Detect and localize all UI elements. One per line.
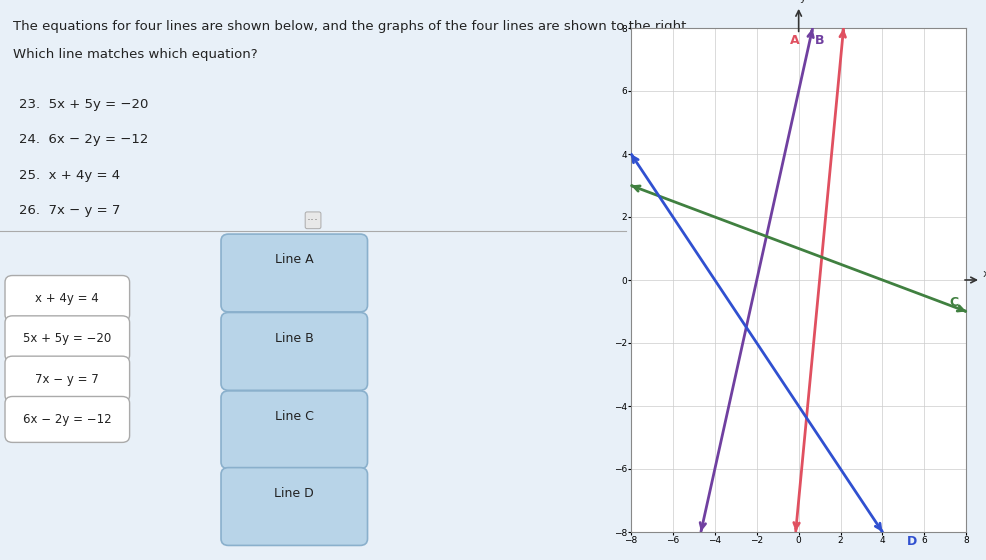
Text: C: C: [950, 296, 958, 309]
Text: 7x − y = 7: 7x − y = 7: [35, 372, 100, 386]
Text: D: D: [907, 535, 917, 548]
FancyBboxPatch shape: [221, 468, 368, 545]
Text: B: B: [814, 34, 824, 47]
Text: Line B: Line B: [275, 332, 314, 344]
Text: 5x + 5y = −20: 5x + 5y = −20: [24, 332, 111, 346]
FancyBboxPatch shape: [221, 312, 368, 390]
Text: 24.  6x − 2y = −12: 24. 6x − 2y = −12: [19, 133, 148, 146]
FancyBboxPatch shape: [5, 276, 129, 321]
Text: y: y: [800, 0, 807, 3]
Text: Line C: Line C: [275, 410, 314, 423]
Text: Line A: Line A: [275, 253, 314, 266]
Text: 23.  5x + 5y = −20: 23. 5x + 5y = −20: [19, 98, 148, 111]
FancyBboxPatch shape: [221, 391, 368, 469]
Text: A: A: [790, 34, 800, 47]
FancyBboxPatch shape: [5, 396, 129, 442]
Text: Line D: Line D: [274, 487, 315, 500]
Text: x + 4y = 4: x + 4y = 4: [35, 292, 100, 305]
FancyBboxPatch shape: [5, 316, 129, 362]
Text: 25.  x + 4y = 4: 25. x + 4y = 4: [19, 169, 120, 181]
Text: 26.  7x − y = 7: 26. 7x − y = 7: [19, 204, 120, 217]
Text: x: x: [983, 269, 986, 279]
Text: ···: ···: [307, 214, 319, 227]
FancyBboxPatch shape: [5, 356, 129, 402]
Text: 6x − 2y = −12: 6x − 2y = −12: [23, 413, 111, 426]
Text: Which line matches which equation?: Which line matches which equation?: [13, 48, 257, 60]
FancyBboxPatch shape: [221, 234, 368, 312]
Text: The equations for four lines are shown below, and the graphs of the four lines a: The equations for four lines are shown b…: [13, 20, 690, 32]
